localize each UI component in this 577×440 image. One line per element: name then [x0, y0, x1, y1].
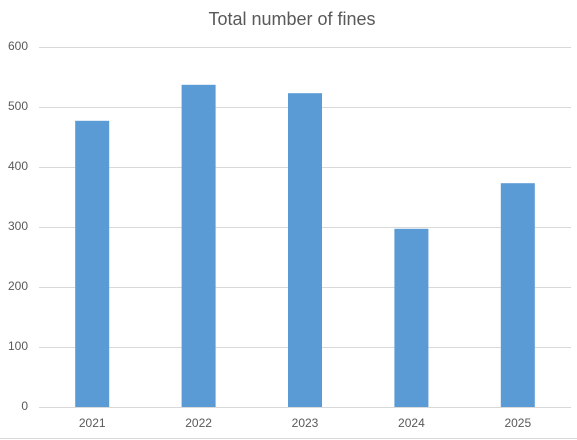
y-tick-label: 300 [8, 219, 28, 233]
x-tick-label: 2025 [504, 416, 531, 430]
y-tick-label: 600 [8, 39, 28, 53]
y-tick-label: 100 [8, 339, 28, 353]
bar [394, 228, 429, 407]
bar [288, 93, 322, 407]
y-tick-label: 500 [8, 99, 28, 113]
bar [181, 84, 216, 408]
y-tick-label: 200 [8, 279, 28, 293]
y-tick-label: 400 [8, 159, 28, 173]
chart-title: Total number of fines [208, 9, 375, 29]
x-tick-label: 2022 [185, 416, 212, 430]
bar [75, 120, 110, 408]
x-tick-label: 2021 [79, 416, 106, 430]
y-tick-label: 0 [21, 399, 28, 413]
bar [500, 183, 535, 407]
x-tick-label: 2024 [398, 416, 425, 430]
x-tick-label: 2023 [292, 416, 319, 430]
